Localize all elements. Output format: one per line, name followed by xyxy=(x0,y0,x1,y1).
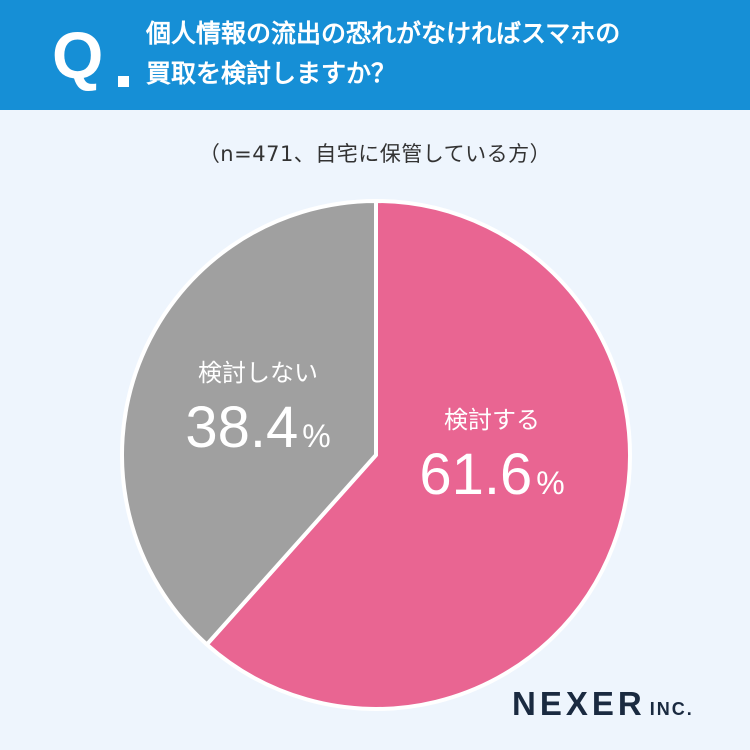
question-line-2: 買取を検討しますか？ xyxy=(146,59,397,88)
company-logo: NEXER INC. xyxy=(512,685,694,723)
slice-value-1: 38.4% xyxy=(185,395,330,460)
sample-note: （n=471、自宅に保管している方） xyxy=(198,142,552,166)
slice-value-0: 61.6% xyxy=(419,442,564,507)
slice-label-0: 検討する xyxy=(444,406,540,434)
pie-slice-1 xyxy=(120,199,378,647)
question-line-1: 個人情報の流出の恐れがなければスマホの xyxy=(146,19,621,48)
pie-slice-0 xyxy=(204,199,632,711)
q-label: Q xyxy=(52,18,104,92)
question-header: Q 個人情報の流出の恐れがなければスマホの 買取を検討しますか？ xyxy=(0,0,750,110)
logo-sub: INC. xyxy=(649,699,694,719)
slice-label-1: 検討しない xyxy=(198,359,318,387)
logo-main: NEXER xyxy=(512,685,646,722)
q-dot xyxy=(118,76,129,87)
question-text: 個人情報の流出の恐れがなければスマホの 買取を検討しますか？ xyxy=(146,14,736,94)
